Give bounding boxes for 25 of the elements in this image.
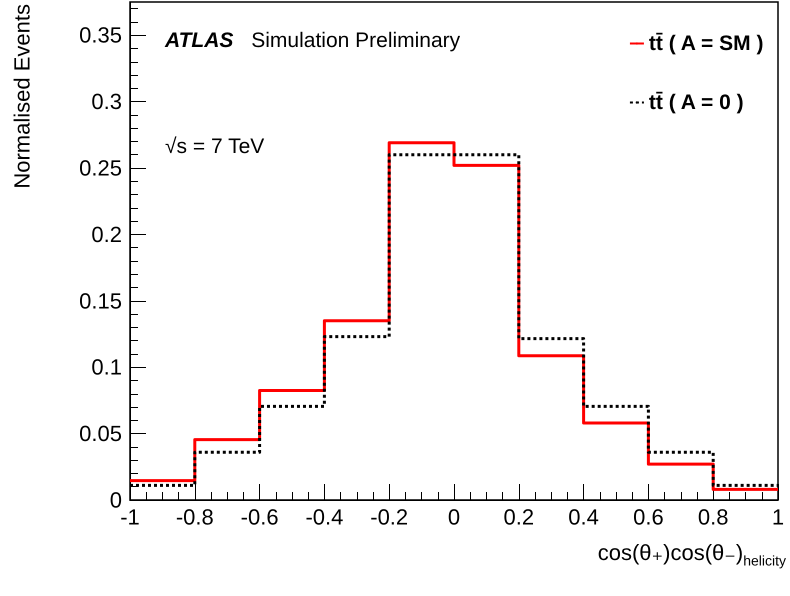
y-tick-label: 0.25 (79, 156, 122, 180)
x-tick-label: 0.4 (568, 504, 599, 530)
y-tick-label: 0.15 (79, 288, 122, 314)
y-tick-label: 0.2 (91, 222, 122, 247)
y-tick-label: 0.1 (91, 354, 122, 380)
annotation: ATLAS Simulation Preliminary (164, 29, 461, 52)
x-tick-label: -0.4 (305, 504, 344, 530)
x-tick-label: 0 (448, 504, 460, 530)
y-axis-title: Normalised Events (10, 4, 34, 189)
x-tick-label: -1 (120, 504, 140, 530)
legend-label: tt̄ ( A = 0 ) (648, 91, 744, 114)
x-tick-label: 0.8 (698, 504, 728, 530)
y-tick-label: 0.3 (91, 89, 122, 114)
x-tick-label: -0.6 (240, 504, 279, 530)
x-tick-label: 0.2 (504, 504, 534, 530)
x-tick-label: 1 (772, 504, 784, 530)
y-tick-label: 0 (110, 488, 122, 512)
annotation: √s = 7 TeV (165, 135, 264, 158)
y-tick-label: 0.35 (79, 22, 122, 48)
legend-label: tt̄ ( A = SM ) (648, 32, 764, 55)
y-tick-label: 0.05 (79, 421, 122, 446)
x-tick-label: -0.8 (176, 504, 214, 530)
x-axis-title: cos(θ₊)cos(θ₋)$_{helicity}$ (598, 540, 786, 568)
x-tick-label: -0.2 (370, 504, 408, 530)
x-tick-label: 0.6 (633, 504, 664, 530)
